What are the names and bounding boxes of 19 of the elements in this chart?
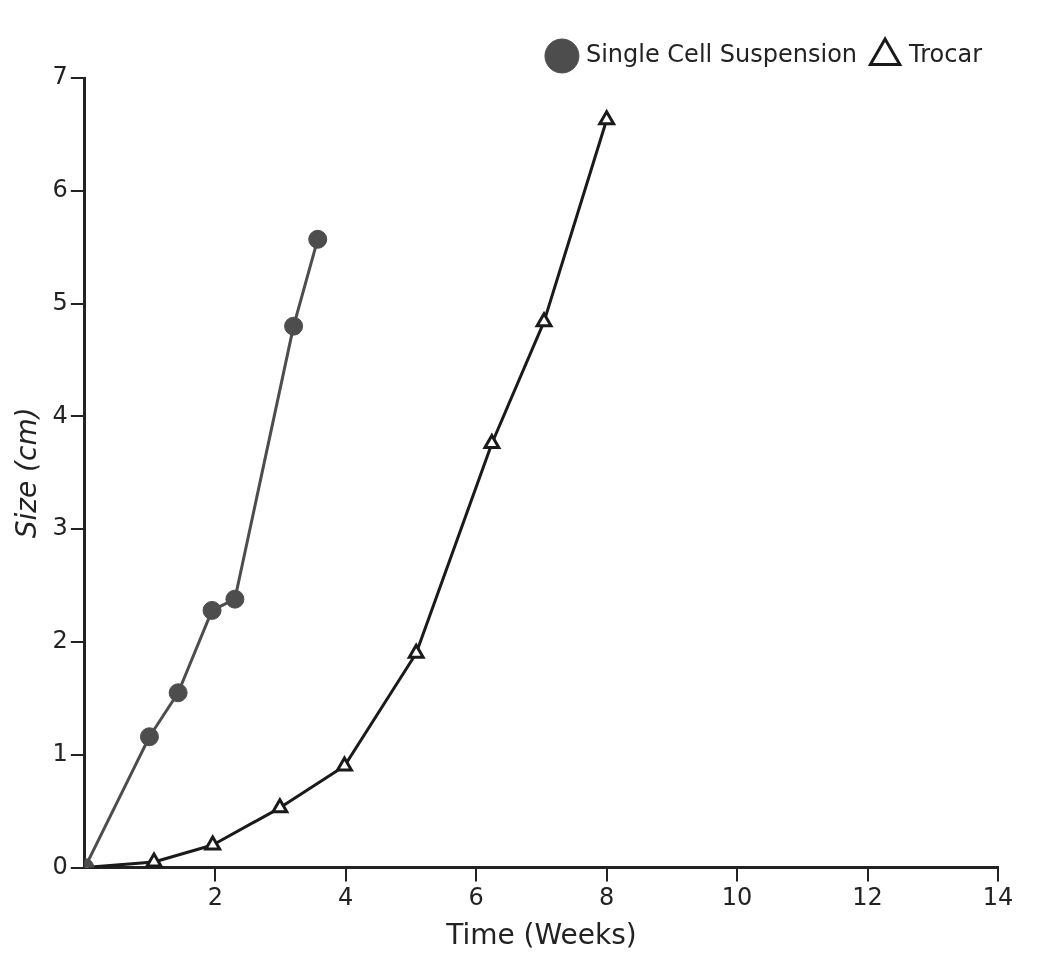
x-tick-label: 14 <box>982 883 1014 912</box>
x-tick-label: 4 <box>338 883 354 912</box>
x-tick-label: 2 <box>207 883 223 912</box>
x-tick-label: 10 <box>721 883 753 912</box>
y-tick-label: 1 <box>52 739 68 768</box>
x-tick-label: 6 <box>468 883 484 912</box>
legend-label: Single Cell Suspension <box>585 40 858 69</box>
legend-label: Trocar <box>908 40 983 69</box>
y-tick-label: 6 <box>52 175 68 204</box>
y-tick-label: 0 <box>52 851 68 880</box>
y-tick-label: 3 <box>52 513 68 542</box>
y-axis-title: Size (cm) <box>10 407 44 539</box>
y-tick-label: 2 <box>52 626 68 655</box>
x-tick-label: 12 <box>852 883 883 912</box>
x-tick-label: 8 <box>599 883 615 912</box>
x-axis-title: Time (Weeks) <box>445 918 637 952</box>
y-tick-label: 4 <box>52 400 68 429</box>
y-tick-label: 5 <box>52 287 68 316</box>
y-tick-label: 7 <box>52 62 68 91</box>
